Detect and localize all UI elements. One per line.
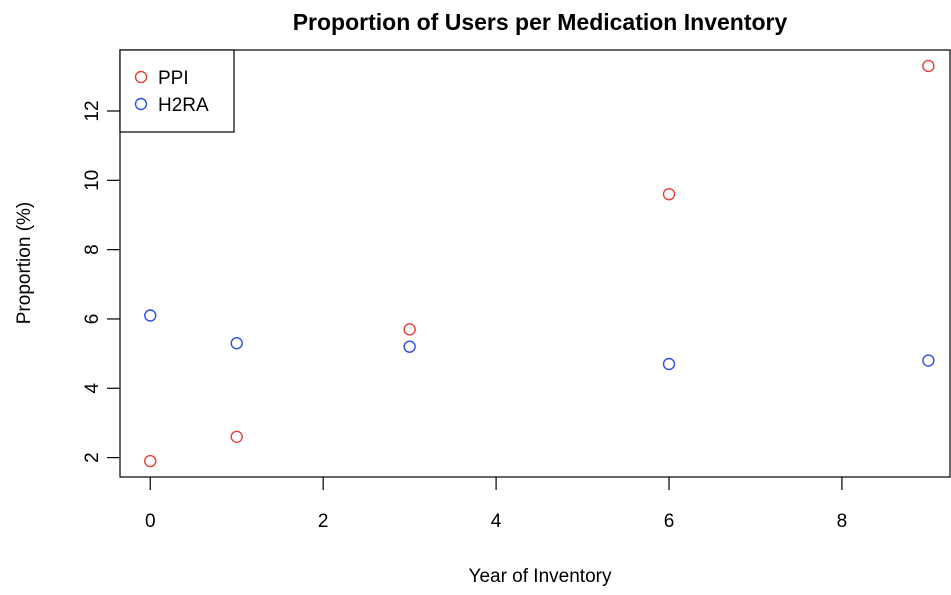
x-tick-label: 8 — [837, 511, 848, 532]
x-axis-label: Year of Inventory — [469, 566, 612, 587]
y-tick-label: 4 — [82, 383, 103, 394]
legend-label: PPI — [158, 68, 189, 89]
y-tick-label: 12 — [82, 100, 103, 121]
point — [922, 59, 935, 73]
point — [922, 354, 935, 367]
point — [230, 337, 243, 350]
legend-box — [119, 49, 235, 133]
point — [144, 309, 157, 322]
y-tick-label: 8 — [82, 244, 103, 255]
x-tick-label: 0 — [145, 511, 156, 532]
point — [662, 357, 676, 371]
point — [662, 187, 676, 201]
plot-frame — [119, 49, 951, 478]
x-tick-label: 2 — [318, 511, 329, 532]
y-tick-label: 10 — [82, 170, 103, 191]
legend-marker — [134, 70, 148, 84]
x-tick-label: 4 — [491, 511, 502, 532]
point — [403, 323, 416, 336]
point — [403, 340, 416, 353]
y-tick-label: 2 — [82, 452, 103, 463]
legend-marker — [134, 97, 148, 111]
point — [230, 430, 243, 443]
x-tick-label: 6 — [664, 511, 675, 532]
legend-label: H2RA — [158, 95, 209, 116]
point — [144, 454, 157, 468]
chart-title: Proportion of Users per Medication Inven… — [293, 9, 788, 35]
y-axis-label: Proportion (%) — [14, 202, 35, 325]
y-tick-label: 6 — [82, 314, 103, 325]
